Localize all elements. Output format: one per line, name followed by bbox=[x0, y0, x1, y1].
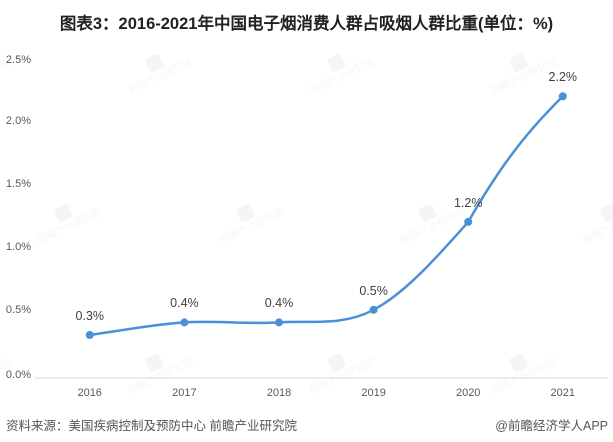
svg-text:2016: 2016 bbox=[77, 387, 101, 399]
svg-text:2019: 2019 bbox=[361, 387, 385, 399]
svg-text:1.5%: 1.5% bbox=[6, 178, 31, 190]
svg-text:2017: 2017 bbox=[172, 387, 196, 399]
svg-text:0.4%: 0.4% bbox=[170, 296, 199, 310]
svg-text:2.5%: 2.5% bbox=[6, 54, 31, 66]
svg-text:2.2%: 2.2% bbox=[549, 70, 578, 84]
svg-text:2.0%: 2.0% bbox=[6, 115, 31, 127]
svg-text:2018: 2018 bbox=[267, 387, 291, 399]
svg-text:2020: 2020 bbox=[456, 387, 480, 399]
svg-text:1.0%: 1.0% bbox=[6, 241, 31, 253]
svg-text:2021: 2021 bbox=[551, 387, 575, 399]
svg-text:1.2%: 1.2% bbox=[454, 196, 483, 210]
svg-text:0.5%: 0.5% bbox=[6, 304, 31, 316]
svg-text:0.5%: 0.5% bbox=[359, 284, 388, 298]
svg-text:0.3%: 0.3% bbox=[75, 309, 104, 323]
svg-text:0.0%: 0.0% bbox=[6, 369, 31, 381]
svg-text:0.4%: 0.4% bbox=[265, 296, 294, 310]
